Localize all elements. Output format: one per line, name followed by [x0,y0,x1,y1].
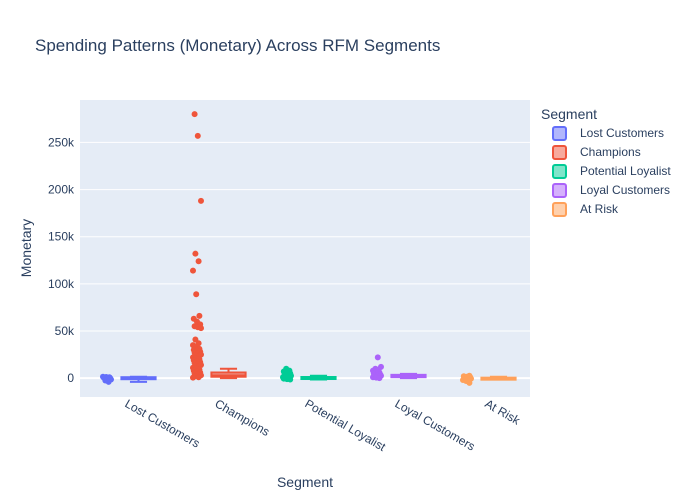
data-point [374,354,381,361]
data-point [191,111,198,118]
y-axis-ticks: 0 50k 100k 150k 200k 250k [48,135,75,385]
y-tick-label: 100k [48,277,75,291]
legend-item-lost-customers[interactable]: Lost Customers [552,126,664,141]
y-axis-title: Monetary [18,219,34,277]
legend-item-champions[interactable]: Champions [552,145,641,160]
data-point [192,250,199,257]
x-tick-label: Champions [213,396,273,438]
data-point [466,379,473,386]
x-axis-ticks: Lost Customers Champions Potential Loyalis… [123,396,524,454]
series-lost-customers [100,373,157,385]
series-loyal-customers [370,354,427,382]
x-tick-label: Lost Customers [123,396,203,450]
x-tick-label: At Risk [483,396,524,428]
legend-label: Potential Loyalist [580,164,671,178]
y-tick-label: 50k [55,324,75,338]
y-tick-label: 150k [48,230,75,244]
plot-area [80,100,530,397]
legend-swatch [552,202,567,217]
y-tick-label: 0 [67,371,74,385]
data-point [195,258,202,265]
legend-swatch [552,183,567,198]
legend-swatch [552,164,567,179]
chart-marks [100,111,517,386]
y-tick-label: 250k [48,135,75,149]
data-point [287,376,294,383]
series-champions [190,111,247,381]
legend-swatch [552,126,567,141]
data-point [190,374,196,381]
data-point [193,291,200,298]
x-axis-title: Segment [277,474,333,490]
series-potential-loyalist [280,365,337,383]
legend-label: Champions [580,145,641,159]
legend-label: At Risk [580,202,619,216]
data-point [190,267,196,274]
data-point [196,312,203,319]
data-point [105,378,112,385]
series-at-risk [460,372,517,386]
data-point [194,132,201,139]
legend-label: Loyal Customers [580,183,670,197]
y-tick-label: 200k [48,183,75,197]
legend-item-loyal-customers[interactable]: Loyal Customers [552,183,670,198]
data-point [195,374,202,381]
legend[interactable]: Segment Lost Customers Champions Potential… [541,106,671,217]
legend-item-potential-loyalist[interactable]: Potential Loyalist [552,164,671,179]
legend-item-at-risk[interactable]: At Risk [552,202,619,217]
legend-label: Lost Customers [580,126,664,140]
data-point [198,197,204,204]
x-tick-label: Loyal Customers [393,396,478,453]
data-point [376,375,383,382]
legend-title: Segment [541,106,597,122]
chart-title: Spending Patterns (Monetary) Across RFM … [35,36,440,55]
legend-swatch [552,145,567,160]
data-point [198,325,204,332]
x-tick-label: Potential Loyalist [303,396,389,454]
